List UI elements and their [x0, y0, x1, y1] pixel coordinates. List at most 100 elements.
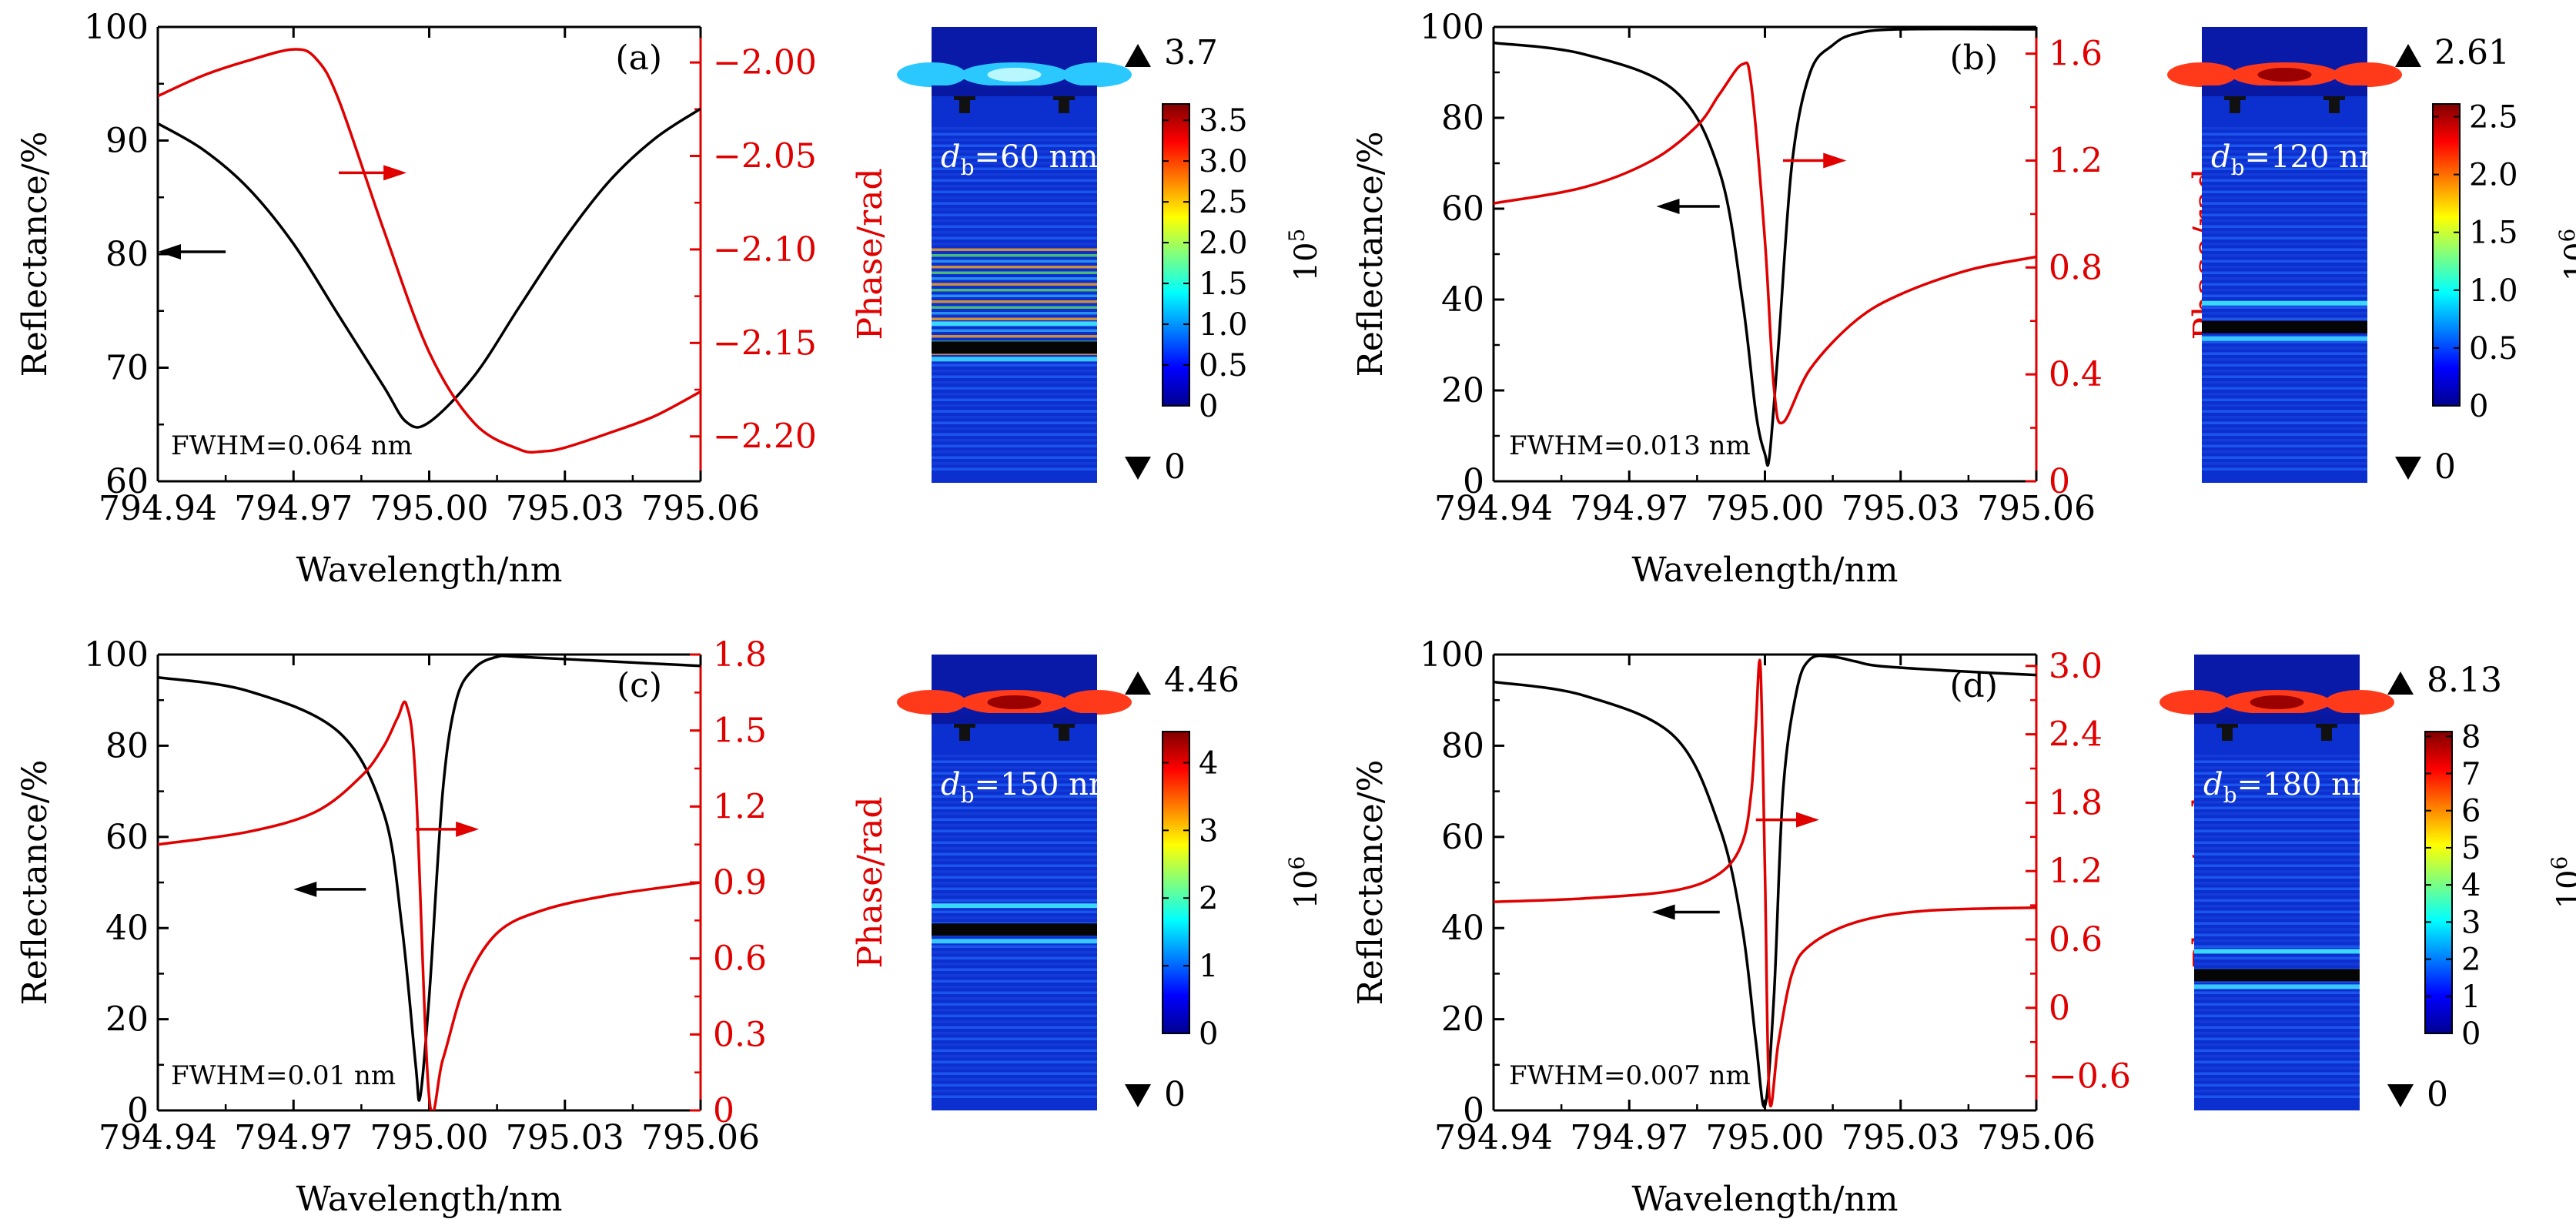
field-stripe — [932, 1072, 1097, 1075]
min-value-label: 0 — [2434, 447, 2456, 487]
colorbar-tick-label: 2.0 — [2469, 158, 2518, 193]
field-stripe — [2202, 335, 2367, 338]
y-tick-label-right: 1.2 — [2049, 852, 2103, 891]
field-node-line — [932, 923, 1097, 936]
field-stripe — [932, 283, 1097, 286]
field-stripe — [2202, 254, 2367, 257]
min-marker-icon — [2395, 457, 2421, 480]
field-stripe — [2202, 202, 2367, 205]
mode-lobe — [1062, 690, 1132, 715]
field-stripe — [2194, 1078, 2360, 1081]
thickness-value: =120 nm — [2245, 139, 2388, 175]
field-stripe — [932, 243, 1097, 246]
field-stripe — [932, 231, 1097, 234]
field-stripe — [932, 370, 1097, 373]
y-tick-label-left: 60 — [105, 818, 149, 857]
field-stripe — [2202, 219, 2367, 223]
colorbar-tick-label: 2 — [2461, 943, 2481, 978]
field-stripe — [932, 1003, 1097, 1006]
field-stripe — [2194, 876, 2360, 879]
field-stripe — [2202, 358, 2367, 361]
field-stripe — [2194, 933, 2360, 936]
chart-panel-d: 794.94 794.97 795.00 795.03 795.06 Wavelength… — [1351, 635, 2226, 1219]
field-stripe — [2202, 462, 2367, 465]
field-stripe — [2202, 352, 2367, 355]
field-stripe — [932, 974, 1097, 977]
x-tick-label: 795.06 — [641, 489, 760, 528]
field-stripe — [2194, 893, 2360, 896]
field-stripe — [2202, 196, 2367, 199]
field-stripe — [932, 208, 1097, 211]
min-value-label: 0 — [1164, 1075, 1186, 1114]
field-stripe — [2202, 248, 2367, 251]
colorbar — [2424, 731, 2453, 1034]
field-stripe — [2194, 963, 2360, 966]
field-stripe — [2194, 870, 2360, 873]
field-stripe — [2194, 916, 2360, 919]
x-tick-label: 794.97 — [234, 1118, 353, 1157]
field-stripe — [2202, 306, 2367, 309]
field-stripe — [2202, 317, 2367, 320]
y-tick-label-left: 80 — [1441, 99, 1484, 138]
field-stripe — [2194, 1072, 2360, 1075]
x-tick-label: 795.03 — [506, 1118, 624, 1157]
field-stripe — [2202, 127, 2367, 130]
field-stripe — [2194, 829, 2360, 832]
grating-post — [959, 96, 970, 113]
field-stripe — [932, 277, 1097, 280]
field-stripe — [932, 266, 1097, 269]
field-stripe — [2202, 139, 2367, 142]
field-stripe — [932, 1049, 1097, 1052]
field-stripe — [932, 893, 1097, 896]
field-stripe — [2194, 795, 2360, 798]
mode-lobe — [897, 690, 966, 715]
field-stripe — [932, 1067, 1097, 1070]
grating-post — [2329, 96, 2340, 113]
mode-lobe — [2159, 690, 2229, 715]
colorbar-tick-label: 1.0 — [1199, 307, 1248, 343]
field-stripe — [932, 847, 1097, 850]
y-tick-label-left: 100 — [1420, 8, 1484, 47]
field-stripe — [932, 859, 1097, 862]
field-stripe — [2194, 836, 2360, 839]
y-tick-label-right: 1.6 — [2049, 35, 2103, 74]
x-tick-label: 795.06 — [641, 1118, 760, 1157]
field-stripe — [932, 824, 1097, 827]
field-stripe — [932, 127, 1097, 130]
y-tick-label-right: −2.10 — [713, 230, 817, 270]
field-stripe — [2202, 381, 2367, 384]
field-stripe — [932, 991, 1097, 994]
field-stripe — [932, 986, 1097, 989]
grating-post — [959, 724, 970, 741]
colorbar-exponent: 106 — [2547, 856, 2576, 909]
y-tick-label-right: −2.15 — [713, 323, 817, 363]
field-stripe — [932, 1009, 1097, 1012]
colorbar — [2432, 103, 2461, 407]
x-tick-label: 795.00 — [370, 1118, 489, 1157]
field-stripe — [932, 456, 1097, 459]
field-stripe — [932, 963, 1097, 966]
arrow-head — [456, 821, 480, 837]
field-stripe — [932, 196, 1097, 199]
max-marker-icon — [1125, 44, 1151, 67]
y-axis-label-left: Reflectance/% — [15, 760, 55, 1006]
field-stripe — [2194, 864, 2360, 867]
field-stripe — [2202, 243, 2367, 246]
field-stripe — [932, 876, 1097, 879]
chart-panel-a: 794.94 794.97 795.00 795.03 795.06 Wavelength… — [15, 8, 890, 590]
field-stripe — [2194, 766, 2360, 769]
field-stripe — [932, 772, 1097, 775]
colorbar-tick-label: 2.5 — [1199, 185, 1248, 220]
x-tick-label: 795.06 — [1977, 489, 2096, 528]
field-stripe — [2194, 789, 2360, 792]
mode-lobe-core — [2250, 695, 2304, 709]
field-stripe — [2194, 1049, 2360, 1052]
field-stripe — [932, 916, 1097, 919]
arrow-head — [1651, 904, 1675, 920]
field-stripe — [2194, 841, 2360, 844]
y-tick-label-right: 1.8 — [713, 635, 767, 675]
field-stripe — [932, 294, 1097, 297]
field-stripe — [932, 312, 1097, 315]
grating-post — [2222, 724, 2233, 741]
field-stripe — [2202, 231, 2367, 234]
